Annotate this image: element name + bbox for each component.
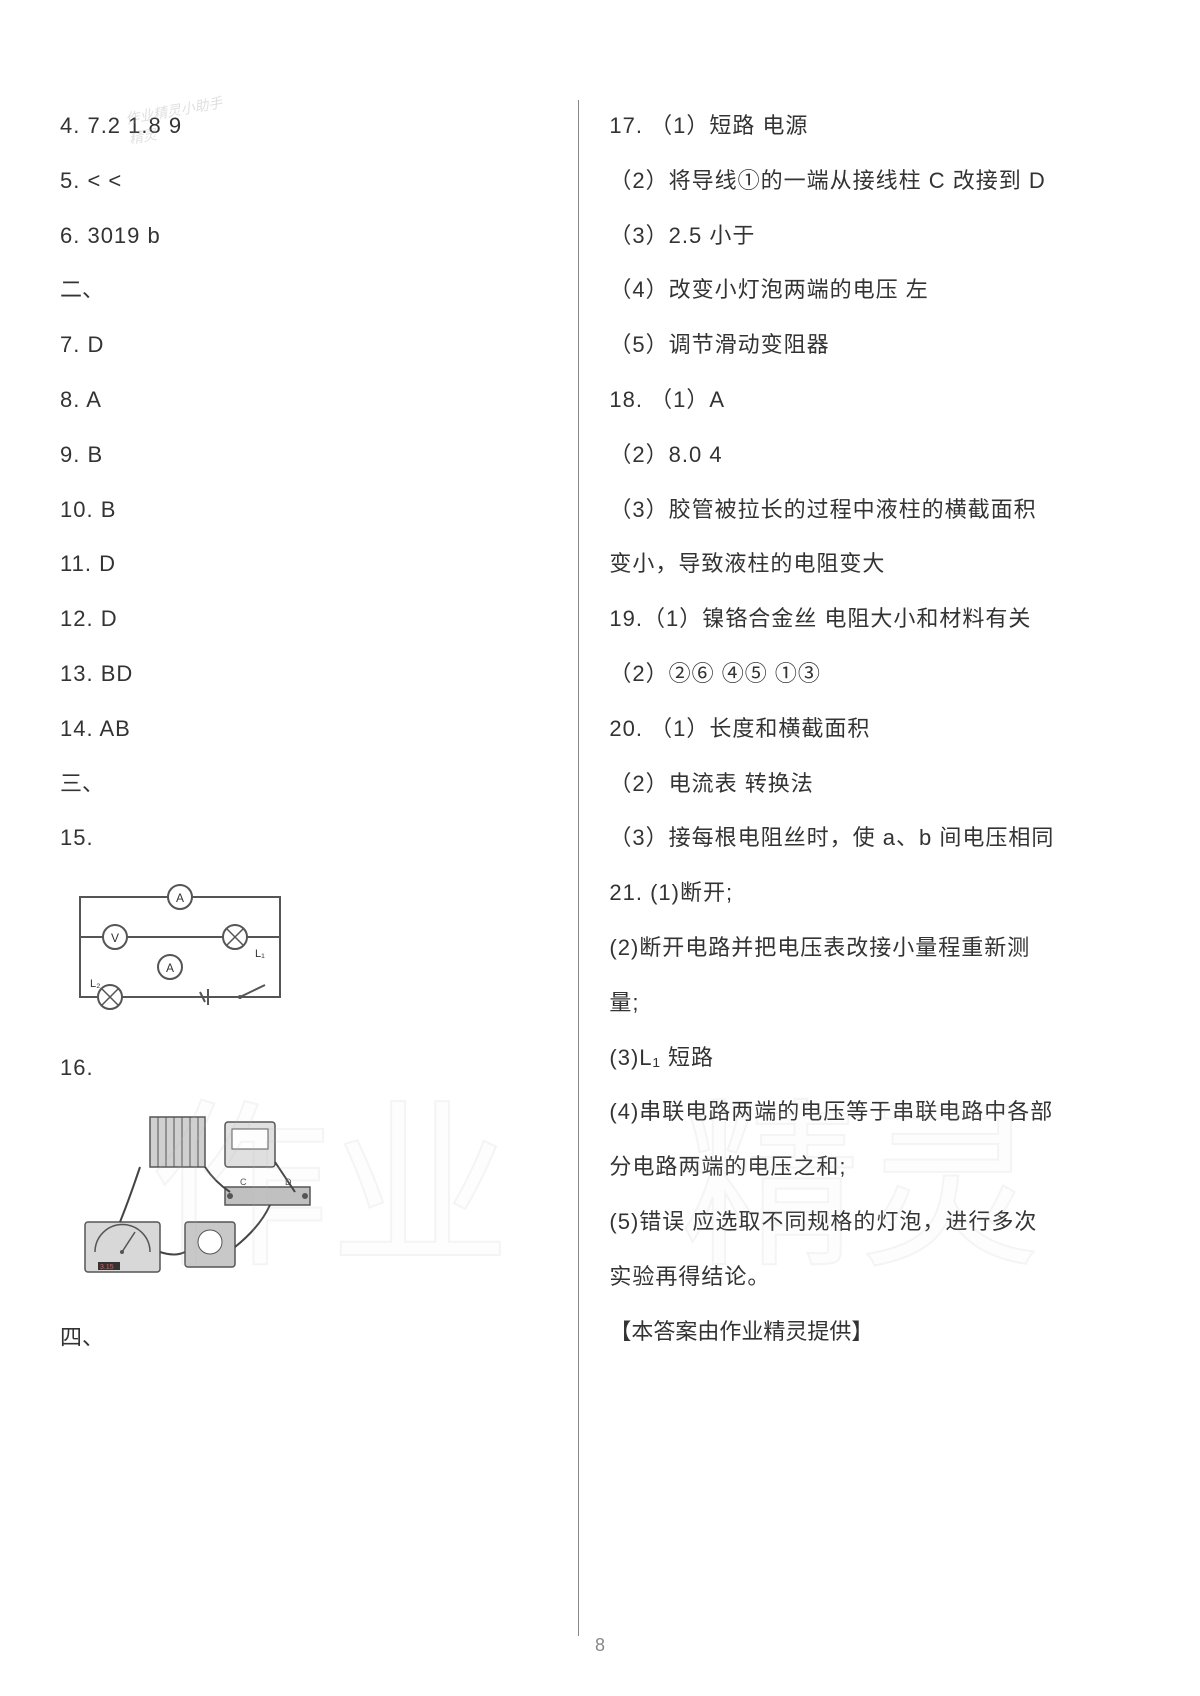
left-column: 4. 7.2 1.8 9 5. < < 6. 3019 b 二、 7. D 8.… xyxy=(60,100,578,1636)
answer-item: 9. B xyxy=(60,429,548,482)
page-number: 8 xyxy=(595,1635,605,1656)
section-header: 二、 xyxy=(60,264,548,317)
footer-note: 【本答案由作业精灵提供】 xyxy=(609,1306,1140,1359)
svg-text:L₁: L₁ xyxy=(255,948,265,960)
answer-item: 21. (1)断开; xyxy=(609,867,1140,920)
answer-item: 19.（1）镍铬合金丝 电阻大小和材料有关 xyxy=(609,593,1140,646)
answer-item: （3）2.5 小于 xyxy=(609,210,1140,263)
answer-item: 6. 3019 b xyxy=(60,210,548,263)
answer-item: (2)断开电路并把电压表改接小量程重新测 xyxy=(609,922,1140,975)
answer-item: （2）8.0 4 xyxy=(609,429,1140,482)
answer-item: 18. （1）A xyxy=(609,374,1140,427)
answer-item: （3）胶管被拉长的过程中液柱的横截面积 xyxy=(609,484,1140,537)
svg-text:V: V xyxy=(111,931,119,945)
answer-item: 变小，导致液柱的电阻变大 xyxy=(609,538,1140,591)
answer-item: （2）电流表 转换法 xyxy=(609,758,1140,811)
answer-item: 10. B xyxy=(60,484,548,537)
answer-item: 8. A xyxy=(60,374,548,427)
answer-item: 量; xyxy=(609,977,1140,1030)
svg-text:3.15: 3.15 xyxy=(100,1264,114,1271)
watermark-small: 作业精灵小助手 精灵 xyxy=(124,92,236,188)
circuit-diagram: A V A L₁ L₂ xyxy=(60,877,300,1017)
answer-item: 17. （1）短路 电源 xyxy=(609,100,1140,153)
svg-text:C: C xyxy=(240,1177,247,1187)
answer-item: 14. AB xyxy=(60,703,548,756)
answer-item: 实验再得结论。 xyxy=(609,1251,1140,1304)
answer-item: (3)L₁ 短路 xyxy=(609,1032,1140,1085)
answer-item: 11. D xyxy=(60,538,548,591)
content-area: 4. 7.2 1.8 9 5. < < 6. 3019 b 二、 7. D 8.… xyxy=(60,100,1140,1636)
answer-item: （2）②⑥ ④⑤ ①③ xyxy=(609,648,1140,701)
svg-text:A: A xyxy=(176,891,184,905)
answer-item: 7. D xyxy=(60,319,548,372)
answer-item: 13. BD xyxy=(60,648,548,701)
answer-item: 20. （1）长度和横截面积 xyxy=(609,703,1140,756)
right-column: 17. （1）短路 电源 （2）将导线①的一端从接线柱 C 改接到 D （3）2… xyxy=(578,100,1140,1636)
answer-item: 16. xyxy=(60,1042,548,1095)
answer-item: (5)错误 应选取不同规格的灯泡，进行多次 xyxy=(609,1196,1140,1249)
section-header: 四、 xyxy=(60,1312,548,1365)
answer-item: 12. D xyxy=(60,593,548,646)
svg-text:L₂: L₂ xyxy=(90,978,100,990)
answer-item: 分电路两端的电压之和; xyxy=(609,1141,1140,1194)
svg-text:A: A xyxy=(166,961,174,975)
answer-item: (4)串联电路两端的电压等于串联电路中各部 xyxy=(609,1086,1140,1139)
answer-item: （5）调节滑动变阻器 xyxy=(609,319,1140,372)
answer-item: （2）将导线①的一端从接线柱 C 改接到 D xyxy=(609,155,1140,208)
answer-item: （4）改变小灯泡两端的电压 左 xyxy=(609,264,1140,317)
equipment-diagram: C D 3.15 xyxy=(60,1107,340,1287)
answer-item: 15. xyxy=(60,812,548,865)
answer-item: （3）接每根电阻丝时，使 a、b 间电压相同 xyxy=(609,812,1140,865)
section-header: 三、 xyxy=(60,758,548,811)
